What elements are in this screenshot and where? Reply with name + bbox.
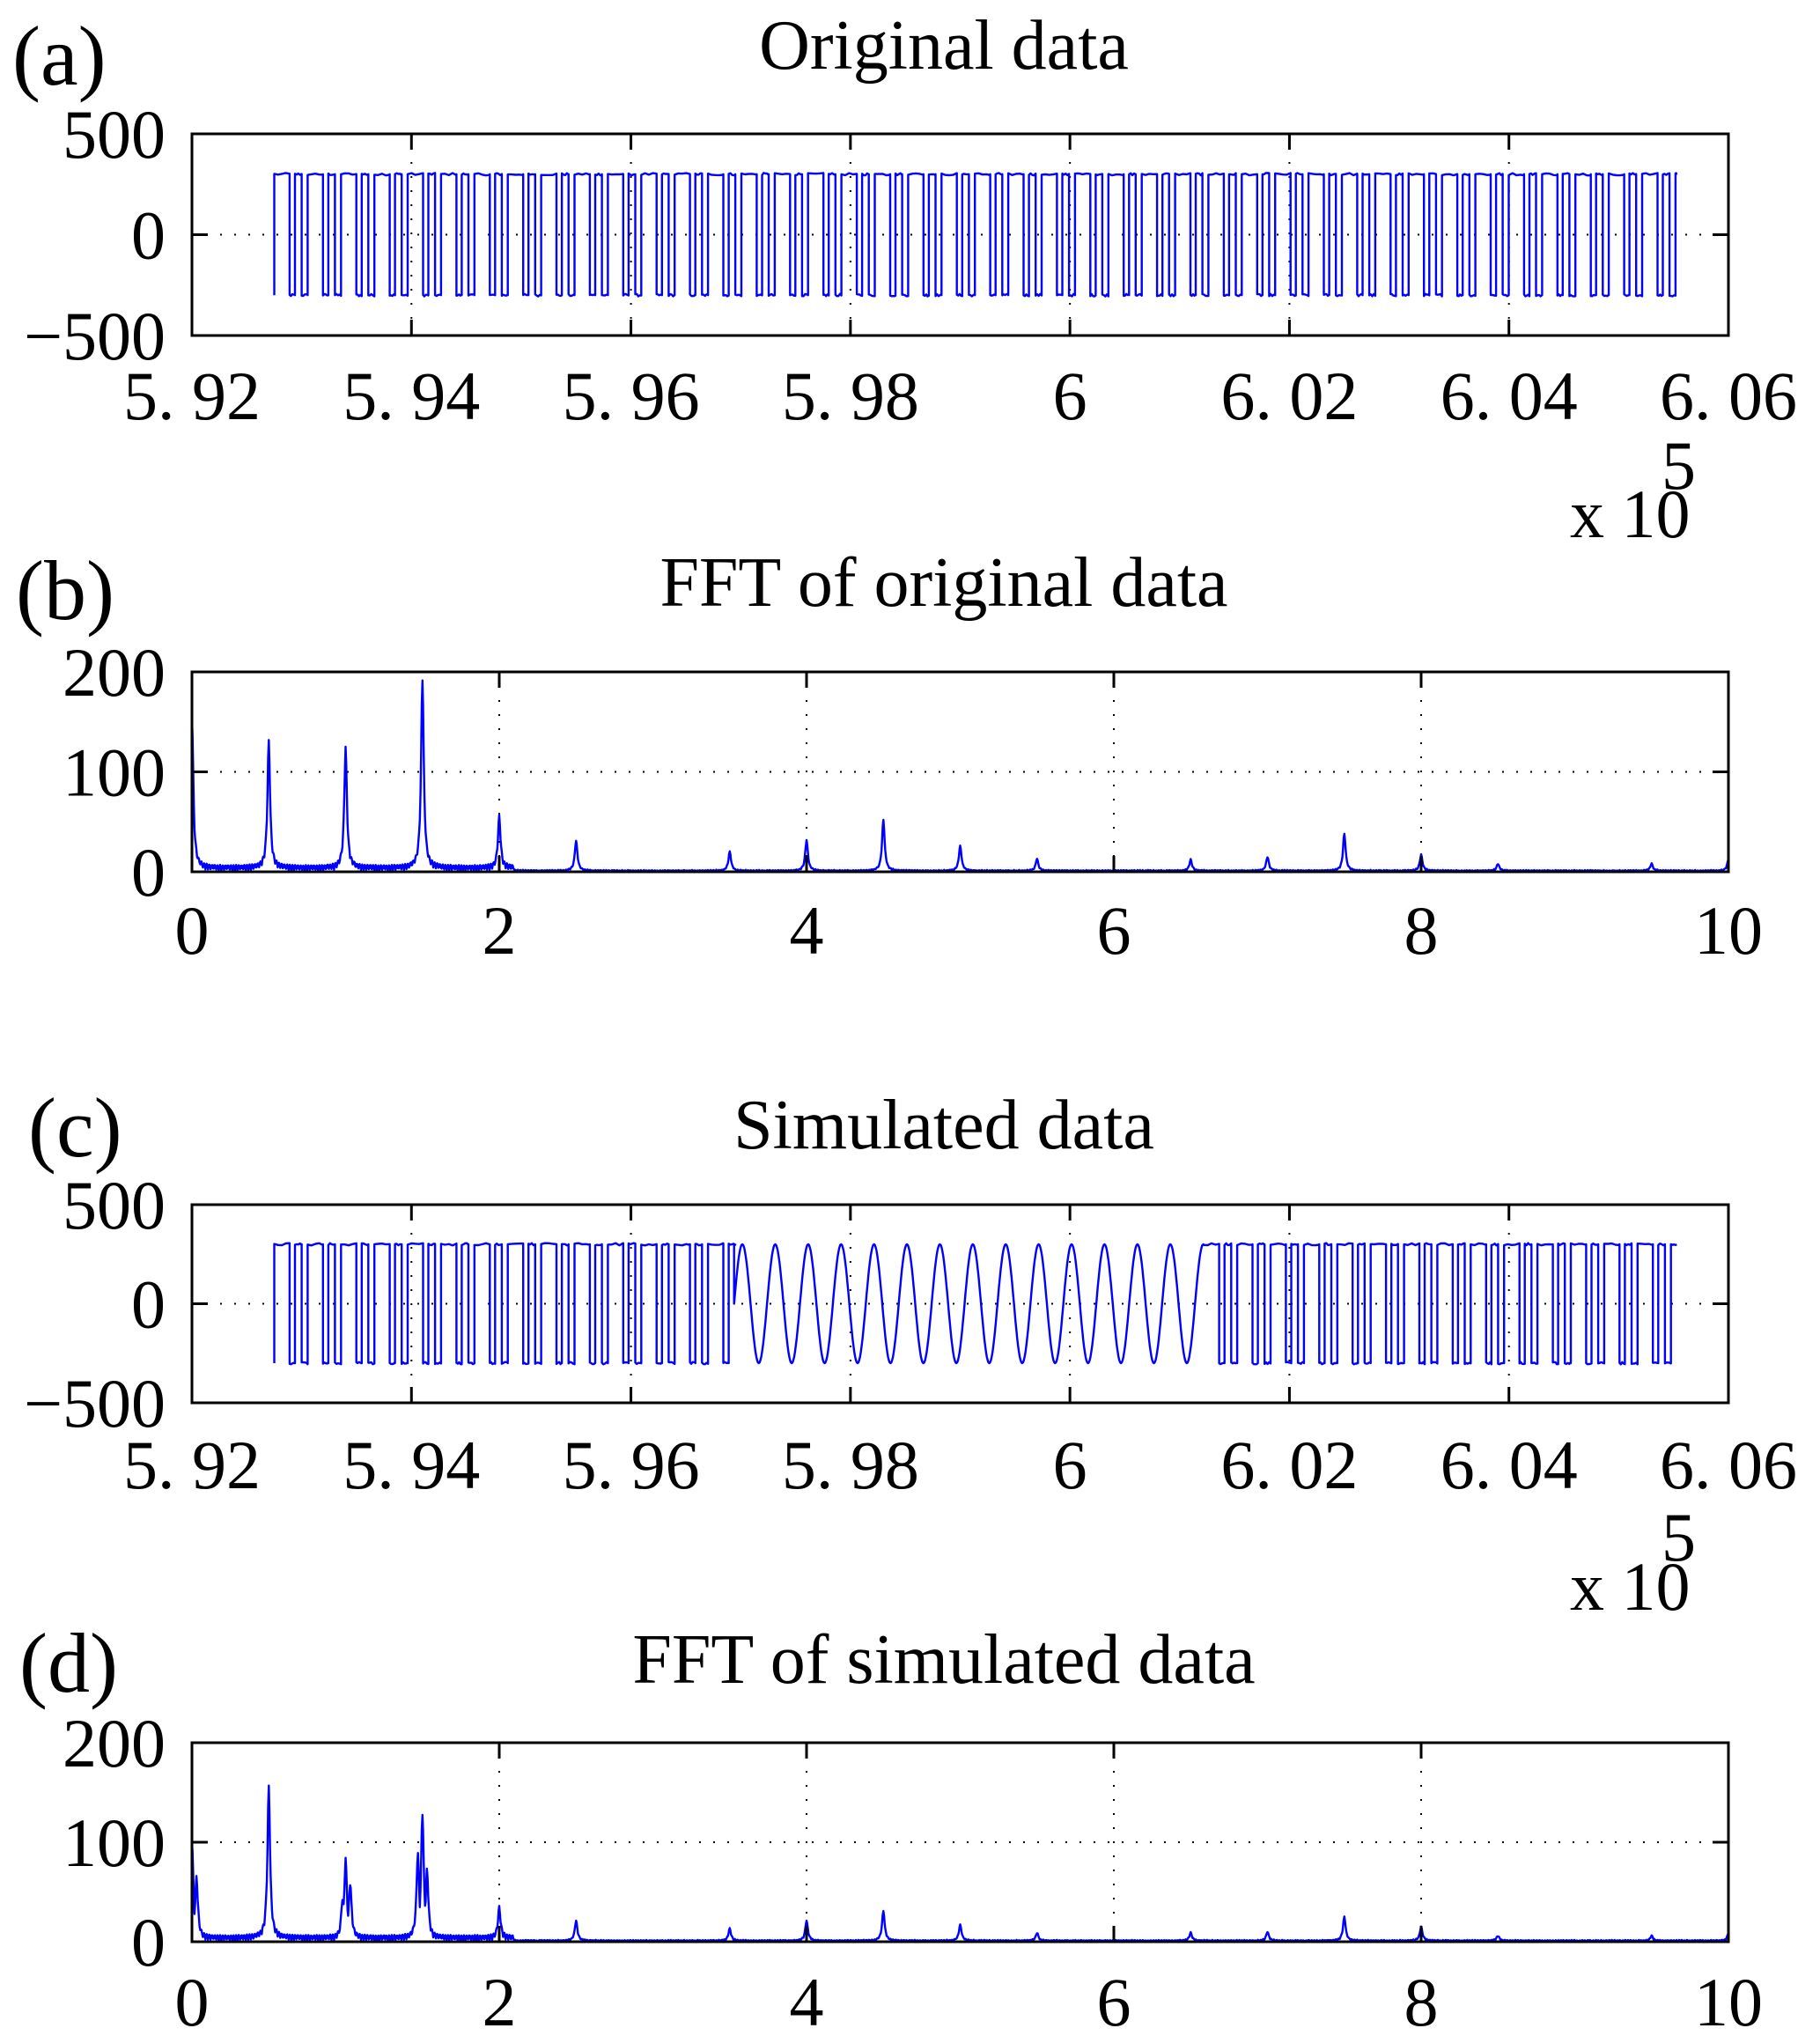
x-multiplier-exponent: 5: [1662, 427, 1696, 504]
x-tick-label: 5. 92: [123, 358, 261, 434]
x-tick-label: 4: [790, 1964, 824, 2040]
x-tick-label: 6. 02: [1220, 358, 1358, 434]
plot-area: 5. 92 5. 94 5. 96 5. 98 6 6. 02 6. 04 6. 06 −500…: [24, 1167, 1797, 1503]
x-tick-label: 6. 02: [1220, 1427, 1358, 1503]
x-tick-label: 2: [483, 892, 517, 969]
x-tick-label: 5. 96: [563, 1427, 700, 1503]
series-line: [273, 1242, 1677, 1366]
chart-title: Simulated data: [733, 1087, 1154, 1164]
y-tick-label: 0: [131, 1904, 166, 1980]
x-tick-label: 6. 04: [1441, 1427, 1578, 1503]
x-tick-label: 6: [1053, 1427, 1087, 1503]
x-tick-label: 0: [175, 1964, 210, 2040]
chart-title: FFT of original data: [659, 544, 1227, 622]
x-tick-label: 5. 92: [123, 1427, 261, 1503]
plot-area: 5. 92 5. 94 5. 96 5. 98 6 6. 02 6. 04 6. 06 −500…: [24, 96, 1797, 434]
panel-label: (a): [12, 9, 107, 103]
y-tick-label: 500: [63, 1167, 166, 1243]
x-tick-label: 6. 06: [1660, 1427, 1797, 1503]
series-line: [190, 1784, 1729, 1943]
x-tick-label: 6: [1097, 892, 1131, 969]
x-tick-label: 4: [790, 892, 824, 969]
chart-title: Original data: [759, 7, 1129, 85]
x-tick-label: 6. 06: [1660, 358, 1797, 434]
y-tick-label: −500: [24, 1365, 166, 1442]
x-multiplier-exponent: 5: [1662, 1499, 1696, 1575]
chart-title: FFT of simulated data: [632, 1621, 1255, 1699]
y-tick-label: 100: [63, 734, 166, 811]
y-tick-label: 100: [63, 1804, 166, 1881]
panel-label: (c): [28, 1081, 122, 1175]
x-tick-label: 2: [483, 1964, 517, 2040]
panel-label: (b): [16, 543, 114, 638]
x-tick-label: 5. 96: [563, 358, 700, 434]
x-tick-label: 8: [1404, 1964, 1439, 2040]
x-tick-label: 0: [175, 892, 210, 969]
x-tick-label: 5. 94: [343, 358, 480, 434]
x-tick-label: 5. 98: [782, 358, 919, 434]
x-tick-label: 5. 94: [343, 1427, 480, 1503]
y-tick-label: 0: [131, 197, 166, 274]
x-tick-label: 8: [1404, 892, 1439, 969]
x-tick-label: 6: [1097, 1964, 1131, 2040]
y-tick-label: −500: [24, 298, 166, 374]
x-tick-label: 6: [1053, 358, 1087, 434]
y-tick-label: 0: [131, 1266, 166, 1343]
x-tick-label: 6. 04: [1441, 358, 1578, 434]
y-tick-label: 200: [63, 1705, 166, 1781]
x-tick-label: 10: [1694, 1964, 1763, 2040]
x-multiplier-label: x 10: [1570, 1548, 1691, 1625]
y-tick-label: 500: [63, 96, 166, 173]
y-tick-label: 200: [63, 634, 166, 711]
series-line: [273, 172, 1678, 298]
y-tick-label: 0: [131, 834, 166, 911]
x-multiplier-label: x 10: [1570, 476, 1691, 552]
series-line: [190, 679, 1729, 874]
x-tick-label: 5. 98: [782, 1427, 919, 1503]
x-tick-label: 10: [1694, 892, 1763, 969]
panel-label: (d): [19, 1616, 118, 1710]
panel-c: (c) Simulated data 5. 92 5. 94 5. 96 5. 98 6…: [24, 1081, 1797, 1625]
panel-a: (a) Original data 5. 92 5. 94 5. 96 5. 98 6 6…: [12, 7, 1797, 552]
